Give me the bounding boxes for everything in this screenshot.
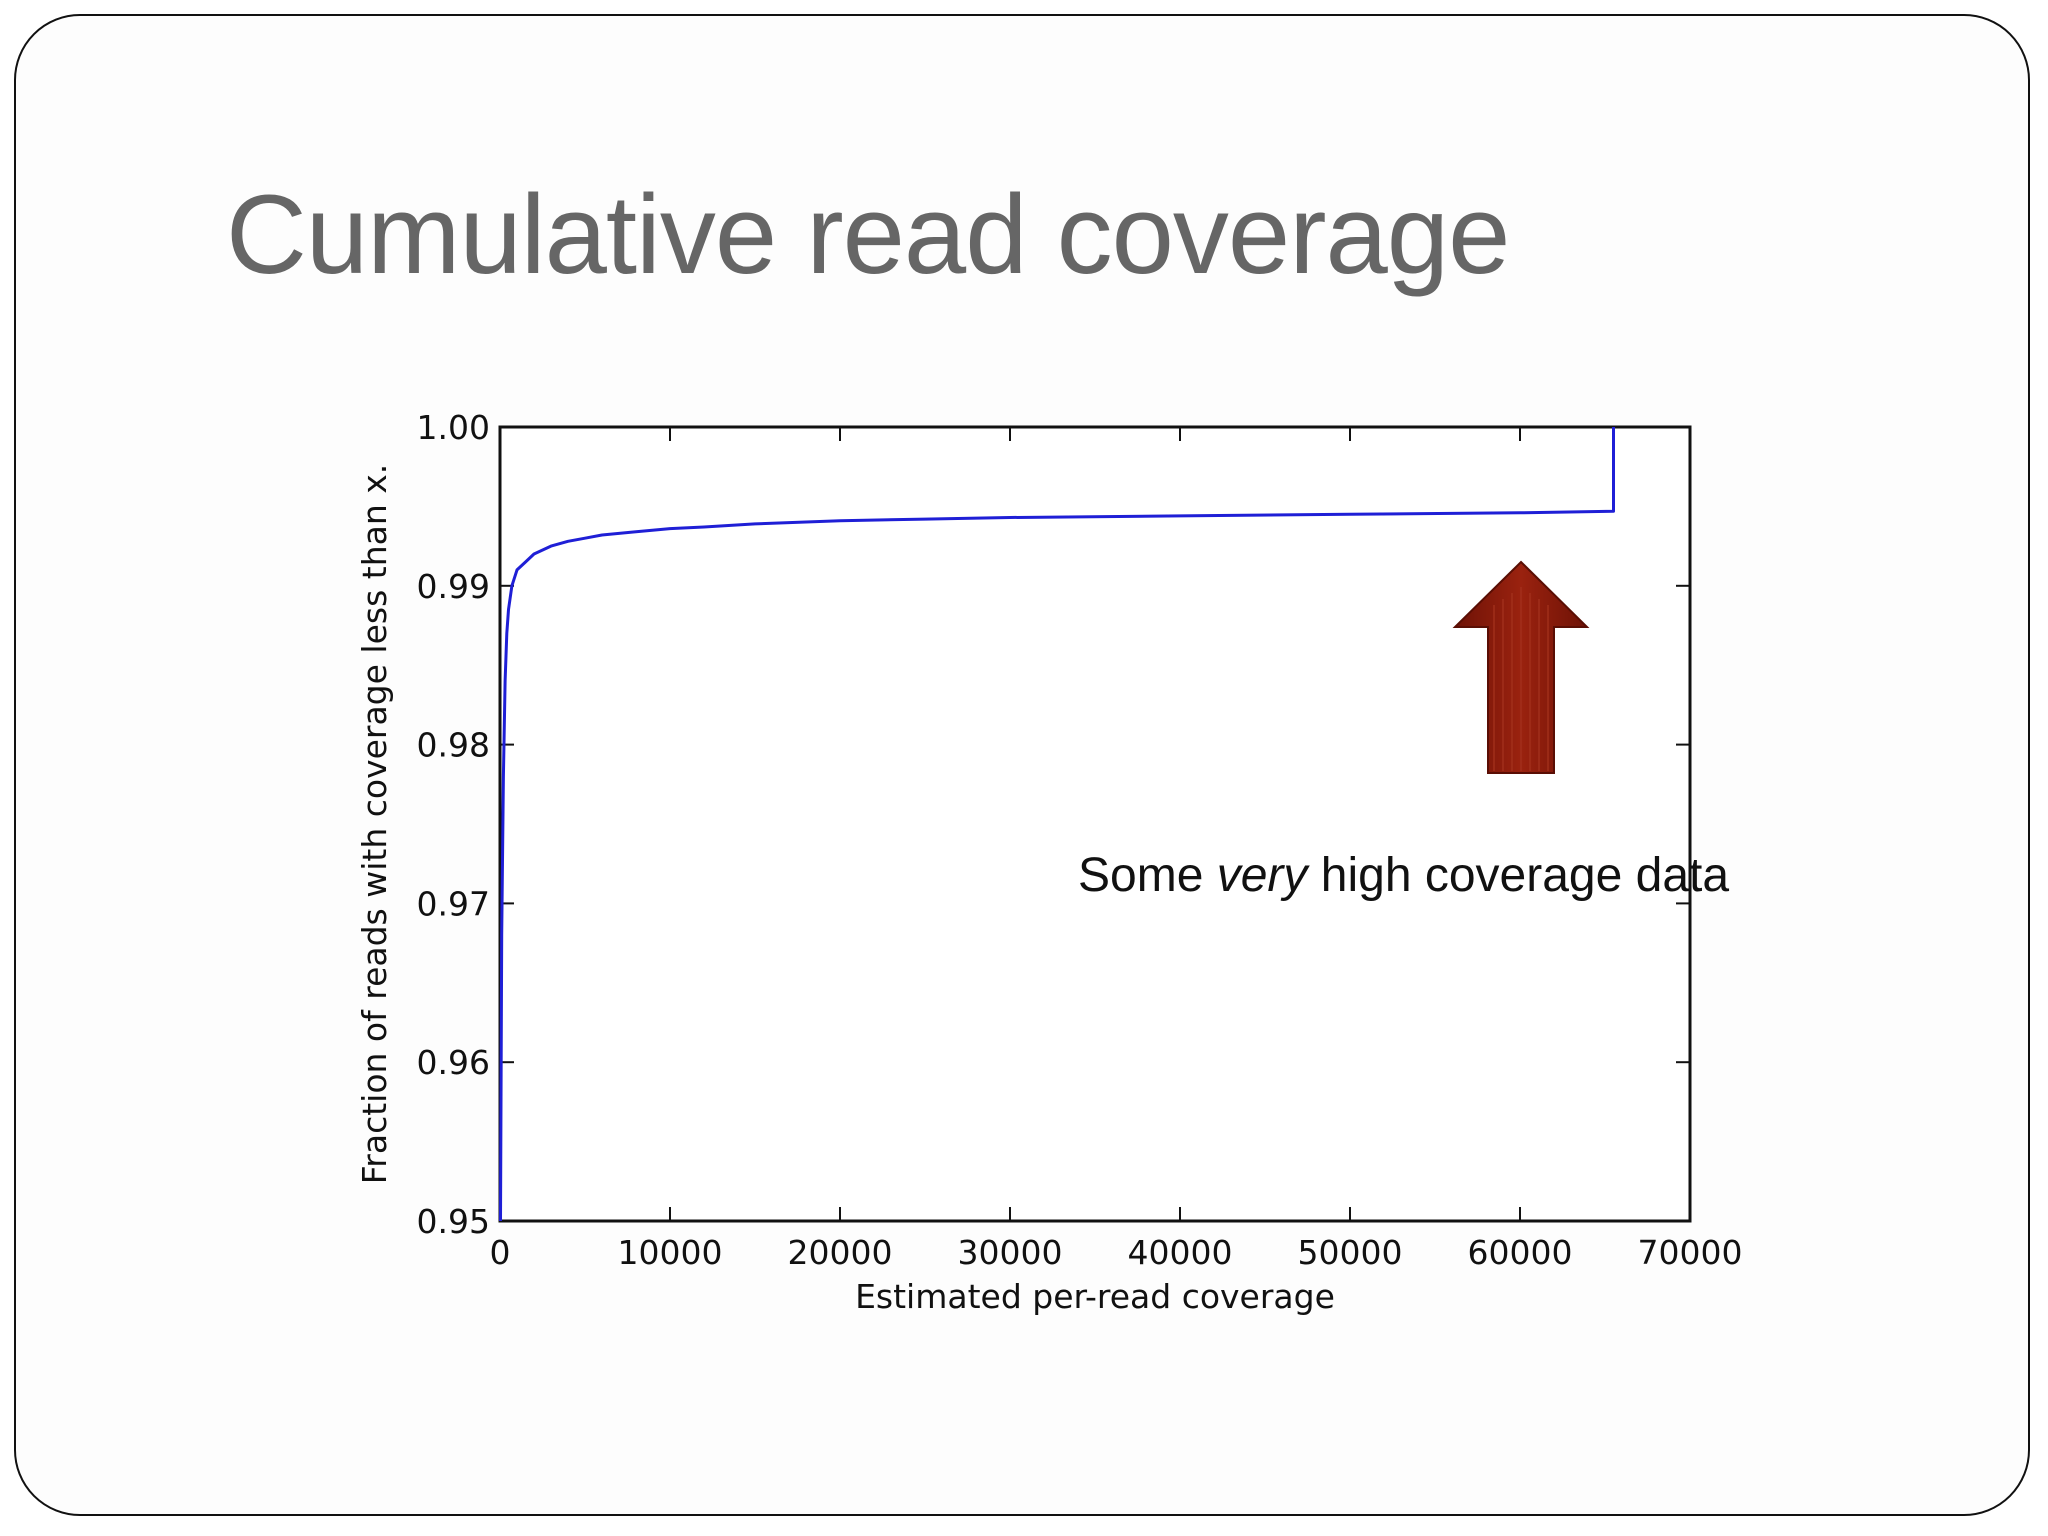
series-line [499, 427, 1615, 1222]
y-tick-label: 0.97 [417, 884, 490, 923]
y-tick-label: 0.96 [417, 1043, 490, 1082]
x-tick-label: 70000 [1638, 1233, 1743, 1272]
annotation-suffix: high coverage data [1307, 849, 1730, 902]
slide-title: Cumulative read coverage [226, 172, 1510, 297]
annotation-prefix: Some [1078, 849, 1217, 902]
up-arrow-icon [1452, 560, 1590, 774]
plot-area [498, 425, 1692, 1223]
x-tick-label: 50000 [1298, 1233, 1403, 1272]
y-axis-label: Fraction of reads with coverage less tha… [355, 464, 394, 1185]
annotation-text: Some very high coverage data [1078, 848, 1729, 903]
y-tick-label: 0.99 [417, 567, 490, 606]
x-tick-label: 40000 [1128, 1233, 1233, 1272]
x-axis-label: Estimated per-read coverage [855, 1277, 1335, 1316]
x-tick-label: 30000 [958, 1233, 1063, 1272]
tick-layer: 0 10000 20000 30000 40000 50000 60000 70000 0.95… [417, 408, 1743, 1272]
x-tick-label: 60000 [1468, 1233, 1573, 1272]
x-tick-label: 10000 [618, 1233, 723, 1272]
y-tick-label: 1.00 [417, 408, 490, 447]
y-tick-label: 0.98 [417, 726, 490, 765]
y-tick-label: 0.95 [417, 1202, 490, 1241]
annotation-emphasis: very [1216, 849, 1308, 902]
x-tick-label: 20000 [788, 1233, 893, 1272]
x-tick-label: 0 [490, 1233, 511, 1272]
